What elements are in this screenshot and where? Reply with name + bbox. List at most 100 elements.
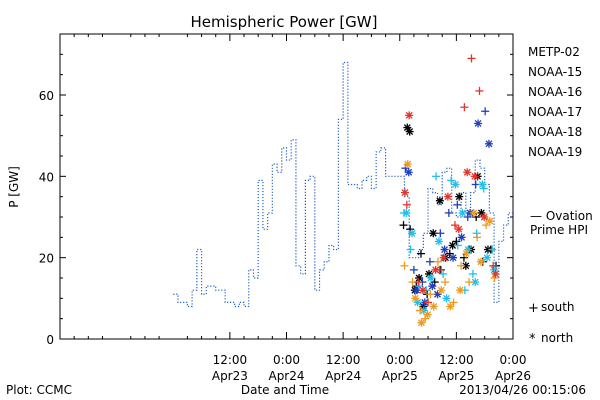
x-tick-label: 0:00 [500, 353, 527, 367]
south-marker [439, 269, 448, 278]
south-marker [444, 208, 453, 217]
south-marker [424, 298, 433, 307]
y-axis: 0 20 40 60 [39, 53, 513, 347]
x-tick-label: 12:00 [213, 353, 248, 367]
x-axis: 12:00 Apr23 0:00 Apr24 12:00 Apr24 0:00 Apr25 12… [73, 34, 531, 383]
south-marker [459, 253, 468, 262]
x-tick-label: Apr25 [382, 369, 418, 383]
legend-entry: NOAA-15 [528, 65, 582, 79]
north-marker [484, 139, 493, 148]
north-marker [423, 310, 432, 319]
north-marker [402, 208, 411, 217]
south-marker [473, 233, 482, 242]
north-marker [428, 282, 437, 291]
south-marker [460, 103, 469, 112]
legend-ovation-line1: — Ovation [530, 209, 593, 223]
south-marker [426, 290, 435, 299]
north-marker [443, 192, 452, 201]
north-marker [417, 318, 426, 327]
north-marker [455, 192, 464, 201]
south-marker [399, 221, 408, 230]
south-marker [453, 200, 462, 209]
north-marker [426, 274, 435, 282]
north-marker [435, 196, 444, 205]
north-marker [429, 302, 438, 311]
north-marker [440, 245, 449, 254]
north-marker [446, 302, 455, 311]
north-marker [405, 127, 414, 136]
south-marker [463, 213, 472, 221]
y-tick-label: 20 [39, 252, 54, 266]
north-marker [403, 160, 412, 169]
legend-entry: NOAA-17 [528, 105, 582, 119]
south-marker [402, 200, 411, 209]
legend-entry: METP-02 [528, 45, 580, 59]
south-marker [401, 164, 410, 173]
south-marker [482, 221, 491, 230]
x-tick-label: Apr23 [212, 369, 248, 383]
x-tick-label: 0:00 [386, 353, 413, 367]
south-marker [452, 237, 461, 246]
south-marker [400, 261, 409, 270]
south-marker [416, 249, 425, 258]
legend-north-symbol: * [529, 332, 536, 347]
plot-credit: Plot: CCMC [6, 383, 72, 397]
north-marker [491, 269, 500, 278]
x-tick-label: Apr24 [325, 369, 361, 383]
y-tick-label: 40 [39, 170, 54, 184]
north-marker [485, 217, 494, 226]
legend-entry: NOAA-19 [528, 145, 582, 159]
south-marker [421, 314, 430, 323]
x-tick-label: Apr25 [438, 369, 474, 383]
north-marker [411, 294, 420, 303]
north-marker [400, 188, 409, 197]
south-marker [488, 245, 497, 254]
south-marker [465, 278, 474, 287]
legend-entry: NOAA-18 [528, 125, 582, 139]
south-marker [475, 86, 484, 95]
north-marker [442, 294, 451, 303]
y-tick-label: 0 [46, 333, 54, 347]
legend-ovation-line2: Prime HPI [530, 223, 588, 237]
south-marker [433, 257, 442, 266]
legend-satellites: METP-02 NOAA-15 NOAA-16 NOAA-17 NOAA-18 NOAA-… [528, 45, 582, 159]
north-marker [469, 208, 478, 217]
legend-south-symbol: + [528, 301, 539, 316]
north-marker [437, 286, 446, 295]
north-marker [457, 233, 466, 242]
south-marker [414, 278, 423, 287]
south-marker [432, 172, 441, 181]
ovation-series [173, 61, 513, 308]
y-tick-label: 60 [39, 89, 54, 103]
north-marker [415, 274, 424, 282]
chart-title: Hemispheric Power [GW] [191, 13, 378, 31]
north-marker [449, 253, 458, 262]
north-marker [431, 265, 440, 274]
south-marker [436, 229, 445, 238]
north-marker [476, 257, 485, 266]
ovation-step-line [173, 61, 513, 308]
south-marker [406, 245, 415, 254]
north-marker [439, 253, 448, 262]
satellite-markers [399, 54, 501, 327]
south-marker [450, 221, 459, 230]
south-marker [409, 265, 418, 274]
south-marker [447, 176, 456, 185]
north-marker [454, 225, 463, 234]
south-marker [415, 282, 424, 291]
x-tick-label: Apr24 [268, 369, 304, 383]
south-marker [489, 261, 498, 270]
north-marker [470, 172, 479, 181]
north-marker [404, 168, 413, 177]
south-marker [430, 278, 439, 287]
north-marker [405, 111, 414, 120]
north-marker [408, 229, 417, 238]
south-marker [472, 213, 481, 221]
x-tick-label: 12:00 [326, 353, 361, 367]
legend-entry: NOAA-16 [528, 85, 582, 99]
north-marker [478, 180, 487, 189]
south-marker [481, 107, 490, 116]
x-axis-label: Date and Time [241, 383, 329, 397]
x-tick-label: 12:00 [439, 353, 474, 367]
